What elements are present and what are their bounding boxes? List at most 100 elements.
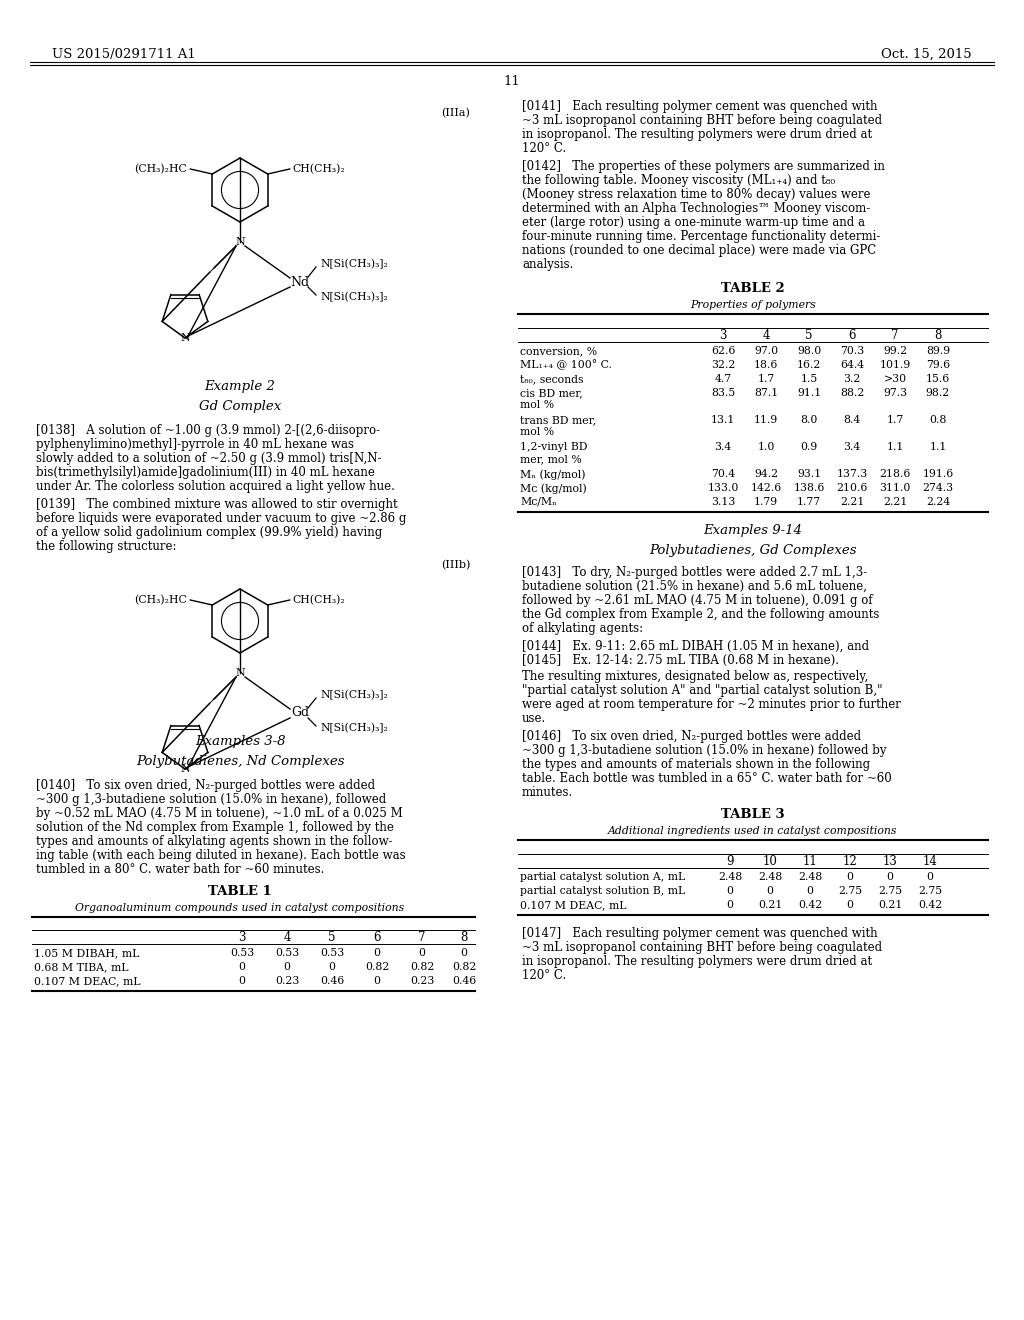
Text: 6: 6 (374, 931, 381, 944)
Text: before liquids were evaporated under vacuum to give ~2.86 g: before liquids were evaporated under vac… (36, 512, 407, 525)
Text: 5: 5 (329, 931, 336, 944)
Text: 210.6: 210.6 (837, 483, 867, 492)
Text: 0: 0 (887, 873, 894, 882)
Text: 0: 0 (767, 886, 773, 896)
Text: by ~0.52 mL MAO (4.75 M in toluene), ~1.0 mL of a 0.025 M: by ~0.52 mL MAO (4.75 M in toluene), ~1.… (36, 807, 402, 820)
Text: 8.0: 8.0 (801, 414, 818, 425)
Text: 120° C.: 120° C. (522, 969, 566, 982)
Text: partial catalyst solution A, mL: partial catalyst solution A, mL (520, 873, 685, 882)
Text: 0.68 M TIBA, mL: 0.68 M TIBA, mL (34, 962, 128, 972)
Text: 1.5: 1.5 (801, 374, 817, 384)
Text: the Gd complex from Example 2, and the following amounts: the Gd complex from Example 2, and the f… (522, 609, 880, 620)
Text: the following structure:: the following structure: (36, 540, 176, 553)
Text: 138.6: 138.6 (794, 483, 824, 492)
Text: The resulting mixtures, designated below as, respectively,: The resulting mixtures, designated below… (522, 671, 868, 682)
Text: mol %: mol % (520, 400, 554, 411)
Text: 0.23: 0.23 (274, 975, 299, 986)
Text: 4: 4 (284, 931, 291, 944)
Text: (IIIb): (IIIb) (440, 560, 470, 570)
Text: 1.7: 1.7 (887, 414, 903, 425)
Text: butadiene solution (21.5% in hexane) and 5.6 mL toluene,: butadiene solution (21.5% in hexane) and… (522, 579, 867, 593)
Text: 120° C.: 120° C. (522, 143, 566, 154)
Text: 0.21: 0.21 (758, 900, 782, 909)
Text: 0.46: 0.46 (452, 975, 476, 986)
Text: US 2015/0291711 A1: US 2015/0291711 A1 (52, 48, 196, 61)
Text: N: N (180, 333, 189, 343)
Text: [0140]   To six oven dried, N₂-purged bottles were added: [0140] To six oven dried, N₂-purged bott… (36, 779, 375, 792)
Text: 1.7: 1.7 (758, 374, 774, 384)
Text: table. Each bottle was tumbled in a 65° C. water bath for ~60: table. Each bottle was tumbled in a 65° … (522, 772, 892, 785)
Text: N[Si(CH₃)₃]₂: N[Si(CH₃)₃]₂ (319, 292, 388, 302)
Text: 0: 0 (807, 886, 813, 896)
Text: 8.4: 8.4 (844, 414, 860, 425)
Text: 18.6: 18.6 (754, 360, 778, 370)
Text: 0.42: 0.42 (918, 900, 942, 909)
Text: CH(CH₃)₂: CH(CH₃)₂ (293, 595, 345, 605)
Text: ~300 g 1,3-butadiene solution (15.0% in hexane) followed by: ~300 g 1,3-butadiene solution (15.0% in … (522, 744, 887, 756)
Text: 218.6: 218.6 (880, 469, 910, 479)
Text: partial catalyst solution B, mL: partial catalyst solution B, mL (520, 886, 685, 896)
Text: 1.79: 1.79 (754, 498, 778, 507)
Text: 93.1: 93.1 (797, 469, 821, 479)
Text: [0143]   To dry, N₂-purged bottles were added 2.7 mL 1,3-: [0143] To dry, N₂-purged bottles were ad… (522, 566, 867, 579)
Text: use.: use. (522, 711, 546, 725)
Text: 6: 6 (848, 329, 856, 342)
Text: 0: 0 (726, 886, 733, 896)
Text: TABLE 2: TABLE 2 (721, 282, 784, 294)
Text: 133.0: 133.0 (708, 483, 738, 492)
Text: 0.23: 0.23 (410, 975, 434, 986)
Text: 0.53: 0.53 (319, 948, 344, 958)
Text: 99.2: 99.2 (883, 346, 907, 356)
Text: 7: 7 (891, 329, 899, 342)
Text: ~3 mL isopropanol containing BHT before being coagulated: ~3 mL isopropanol containing BHT before … (522, 114, 882, 127)
Text: 88.2: 88.2 (840, 388, 864, 399)
Text: 0.21: 0.21 (878, 900, 902, 909)
Text: 94.2: 94.2 (754, 469, 778, 479)
Text: tumbled in a 80° C. water bath for ~60 minutes.: tumbled in a 80° C. water bath for ~60 m… (36, 863, 325, 876)
Text: 2.21: 2.21 (883, 498, 907, 507)
Text: 1.77: 1.77 (797, 498, 821, 507)
Text: four-minute running time. Percentage functionality determi-: four-minute running time. Percentage fun… (522, 230, 881, 243)
Text: N: N (236, 668, 245, 678)
Text: 3: 3 (719, 329, 727, 342)
Text: 0: 0 (927, 873, 934, 882)
Text: 142.6: 142.6 (751, 483, 781, 492)
Text: Additional ingredients used in catalyst compositions: Additional ingredients used in catalyst … (608, 826, 898, 836)
Text: 14: 14 (923, 855, 937, 869)
Text: (Mooney stress relaxation time to 80% decay) values were: (Mooney stress relaxation time to 80% de… (522, 187, 870, 201)
Text: 9: 9 (726, 855, 734, 869)
Text: 11.9: 11.9 (754, 414, 778, 425)
Text: 101.9: 101.9 (880, 360, 910, 370)
Text: 3.4: 3.4 (844, 442, 860, 451)
Text: (CH₃)₂HC: (CH₃)₂HC (134, 164, 187, 174)
Text: cis BD mer,: cis BD mer, (520, 388, 583, 399)
Text: t₈₀, seconds: t₈₀, seconds (520, 374, 584, 384)
Text: "partial catalyst solution A" and "partial catalyst solution B,": "partial catalyst solution A" and "parti… (522, 684, 883, 697)
Text: Polybutadienes, Nd Complexes: Polybutadienes, Nd Complexes (136, 755, 344, 768)
Text: 4: 4 (762, 329, 770, 342)
Text: Examples 9-14: Examples 9-14 (703, 524, 803, 537)
Text: 11: 11 (803, 855, 817, 869)
Text: 3.13: 3.13 (711, 498, 735, 507)
Text: 0.8: 0.8 (930, 414, 946, 425)
Text: 79.6: 79.6 (926, 360, 950, 370)
Text: 0: 0 (419, 948, 426, 958)
Text: [0138]   A solution of ~1.00 g (3.9 mmol) 2-[(2,6-diisopro-: [0138] A solution of ~1.00 g (3.9 mmol) … (36, 424, 380, 437)
Text: 2.24: 2.24 (926, 498, 950, 507)
Text: 0: 0 (239, 962, 246, 972)
Text: 2.75: 2.75 (838, 886, 862, 896)
Text: N: N (236, 238, 245, 247)
Text: Mₙ (kg/mol): Mₙ (kg/mol) (520, 469, 586, 479)
Text: 0: 0 (239, 975, 246, 986)
Text: 0: 0 (847, 873, 853, 882)
Text: in isopropanol. The resulting polymers were drum dried at: in isopropanol. The resulting polymers w… (522, 128, 872, 141)
Text: analysis.: analysis. (522, 257, 573, 271)
Text: 98.0: 98.0 (797, 346, 821, 356)
Text: 2.48: 2.48 (758, 873, 782, 882)
Text: slowly added to a solution of ~2.50 g (3.9 mmol) tris[N,N-: slowly added to a solution of ~2.50 g (3… (36, 451, 382, 465)
Text: 62.6: 62.6 (711, 346, 735, 356)
Text: 0: 0 (374, 975, 381, 986)
Text: 3.4: 3.4 (715, 442, 731, 451)
Text: [0142]   The properties of these polymers are summarized in: [0142] The properties of these polymers … (522, 160, 885, 173)
Text: 2.48: 2.48 (798, 873, 822, 882)
